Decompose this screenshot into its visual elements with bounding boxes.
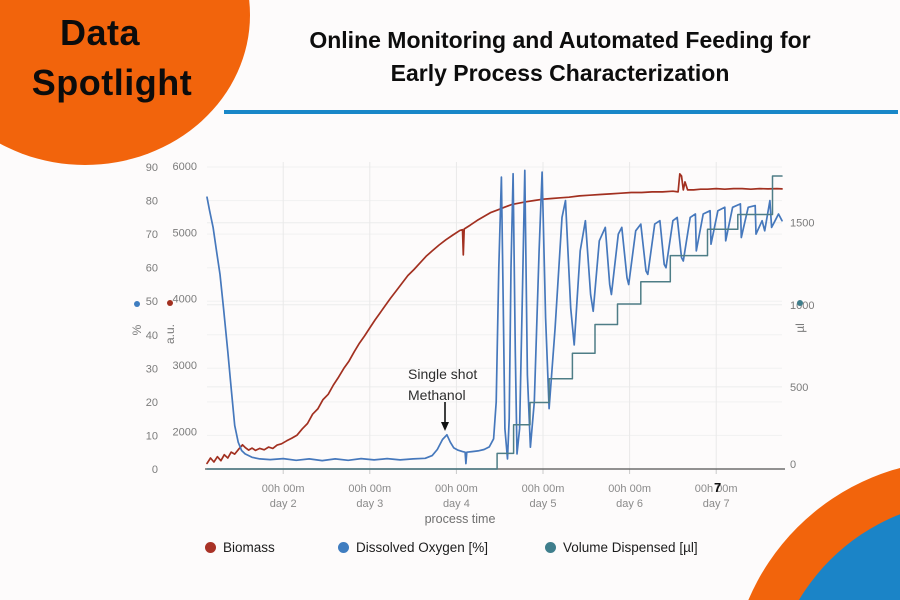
- svg-text:day 6: day 6: [616, 498, 643, 510]
- svg-text:day 4: day 4: [443, 498, 470, 510]
- slide-title: Online Monitoring and Automated Feeding …: [235, 24, 885, 90]
- data-spotlight-label-line2: Spotlight: [31, 62, 193, 103]
- methanol-annotation-line2: Methanol: [408, 387, 466, 403]
- svg-text:10: 10: [146, 430, 158, 442]
- svg-text:60: 60: [146, 263, 158, 275]
- svg-text:%: %: [130, 324, 144, 335]
- title-underline: [224, 110, 898, 114]
- svg-text:process time: process time: [425, 512, 496, 526]
- svg-text:0: 0: [790, 459, 796, 471]
- svg-text:day 3: day 3: [356, 498, 383, 510]
- svg-text:day 5: day 5: [530, 498, 557, 510]
- annotation-down-arrow-icon: [441, 402, 449, 431]
- svg-text:4000: 4000: [173, 294, 197, 306]
- svg-text:0: 0: [152, 464, 158, 476]
- svg-text:00h 00m: 00h 00m: [608, 483, 651, 495]
- svg-text:1500: 1500: [790, 218, 814, 230]
- legend-item-dissolved-oxygen: Dissolved Oxygen [%]: [338, 540, 488, 555]
- svg-text:500: 500: [790, 382, 808, 394]
- methanol-annotation: Single shot Methanol: [408, 364, 477, 406]
- svg-text:3000: 3000: [173, 360, 197, 372]
- svg-text:00h 00m: 00h 00m: [435, 483, 478, 495]
- legend-label-dissolved-oxygen: Dissolved Oxygen [%]: [356, 540, 489, 555]
- biomass-legend-dot-icon: [205, 542, 216, 553]
- volume-dispensed-legend-dot-icon: [545, 542, 556, 553]
- data-spotlight-label-line1: Data: [59, 12, 141, 53]
- svg-text:80: 80: [146, 196, 158, 208]
- svg-text:00h 00m: 00h 00m: [695, 483, 738, 495]
- svg-text:00h 00m: 00h 00m: [522, 483, 565, 495]
- svg-text:µl: µl: [793, 323, 807, 333]
- svg-text:5000: 5000: [173, 227, 197, 239]
- svg-text:30: 30: [146, 363, 158, 375]
- svg-text:40: 40: [146, 330, 158, 342]
- svg-text:2000: 2000: [173, 427, 197, 439]
- dissolved-oxygen-legend-dot-icon: [338, 542, 349, 553]
- svg-text:day 7: day 7: [703, 498, 730, 510]
- stray-cursor-text: 7: [714, 480, 722, 495]
- chart-legend: Biomass Dissolved Oxygen [%] Volume Disp…: [0, 538, 900, 562]
- legend-label-biomass: Biomass: [223, 540, 275, 555]
- methanol-annotation-line1: Single shot: [408, 366, 478, 382]
- legend-item-volume-dispensed: Volume Dispensed [µl]: [545, 540, 698, 555]
- svg-text:00h 00m: 00h 00m: [348, 483, 391, 495]
- svg-text:90: 90: [146, 162, 158, 174]
- slide-title-line1: Online Monitoring and Automated Feeding …: [309, 27, 811, 53]
- svg-text:70: 70: [146, 229, 158, 241]
- svg-text:00h 00m: 00h 00m: [262, 483, 305, 495]
- legend-item-biomass: Biomass: [205, 540, 275, 555]
- svg-text:50: 50: [146, 296, 158, 308]
- svg-text:a.u.: a.u.: [163, 324, 177, 344]
- svg-text:6000: 6000: [173, 161, 197, 173]
- svg-text:day 2: day 2: [270, 498, 297, 510]
- legend-label-volume-dispensed: Volume Dispensed [µl]: [563, 540, 698, 555]
- svg-text:20: 20: [146, 397, 158, 409]
- svg-text:1000: 1000: [790, 300, 814, 312]
- slide-title-line2: Early Process Characterization: [390, 60, 730, 86]
